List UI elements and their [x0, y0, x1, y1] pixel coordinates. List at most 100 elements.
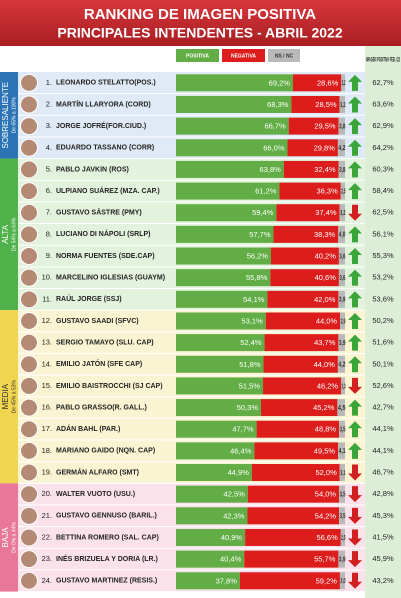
trend-arrow-up	[348, 421, 362, 438]
bar-segment	[267, 290, 339, 308]
value-label: 53,1%	[241, 316, 263, 325]
value-label: 56,6%	[316, 533, 338, 542]
bar-segment	[337, 355, 345, 373]
value-label: 40,9%	[221, 533, 243, 542]
bar-segment	[247, 507, 340, 525]
previous-value: 52,6%	[372, 381, 394, 390]
value-label: 59,2%	[316, 576, 338, 585]
candidate-name: GUSTAVO GENNUSO (BARIL.)	[56, 513, 157, 520]
value-label: 3,9	[339, 297, 346, 304]
bar-segment	[287, 139, 338, 157]
candidate-name: INÉS BRIZUELA Y DORIA (LR.)	[56, 554, 158, 563]
bar-segment	[283, 160, 339, 178]
rank: 12.	[42, 316, 52, 325]
value-label: 3,5	[340, 427, 346, 434]
value-label: 40,2%	[315, 252, 337, 261]
rank: 6.	[46, 186, 52, 195]
bar-segment	[176, 442, 255, 460]
rank: 24.	[42, 576, 52, 585]
previous-value: 50,2%	[372, 316, 394, 325]
value-label: 66,7%	[264, 122, 286, 131]
bar-segment	[291, 95, 340, 113]
photo	[20, 138, 38, 157]
value-label: 3,6	[339, 275, 345, 282]
candidate-name: MARCELINO IGLESIAS (GUAYM)	[56, 275, 165, 282]
value-label: 69,2%	[269, 78, 291, 87]
header-background	[0, 0, 401, 46]
trend-arrow-up	[348, 74, 362, 91]
bar-segment	[270, 247, 339, 265]
bar-segment	[176, 290, 268, 308]
bar-segment	[239, 572, 340, 590]
trend-arrow-down	[348, 464, 362, 481]
value-label: 2,3	[342, 383, 346, 390]
value-label: 49,5%	[314, 446, 336, 455]
candidate-name: PABLO JAVKIN (ROS)	[56, 166, 129, 173]
value-label: 56,2%	[247, 252, 269, 261]
group-range: De 65% a 100%	[11, 97, 17, 134]
value-label: 42,0%	[314, 295, 336, 304]
value-label: 51,8%	[239, 360, 261, 369]
bar-segment	[338, 290, 345, 308]
previous-value: 43,2%	[372, 576, 394, 585]
candidate-name: NORMA FUENTES (SDE.CAP)	[56, 253, 155, 260]
photo	[20, 463, 38, 482]
bar-segment	[339, 95, 345, 113]
bar-segment	[341, 74, 345, 92]
bar-segment	[338, 225, 345, 243]
value-label: 29,8%	[314, 143, 336, 152]
previous-value: 63,6%	[372, 99, 394, 108]
bar-segment	[338, 442, 345, 460]
value-label: 37,4%	[315, 208, 337, 217]
trend-arrow-up	[348, 291, 362, 308]
value-label: 3,8	[339, 167, 345, 174]
photo	[20, 95, 38, 114]
trend-arrow-down	[348, 507, 362, 524]
value-label: 55,7%	[314, 555, 336, 564]
value-label: 42,3%	[223, 511, 245, 520]
bar-segment	[264, 334, 339, 352]
rank: 11.	[42, 294, 52, 303]
bar-segment	[338, 247, 345, 265]
candidate-name: PABLO GRASSO(R. GALL.)	[56, 404, 147, 411]
photo	[20, 247, 38, 266]
candidate-name: EMILIO JATÓN (SFE CAP)	[56, 359, 142, 368]
bar-segment	[176, 74, 293, 92]
value-label: 2,5	[341, 188, 345, 195]
group-name: SOBRESALIENTE	[1, 82, 10, 149]
value-label: 43,7%	[314, 338, 336, 347]
value-label: 45,2%	[313, 403, 335, 412]
bar-segment	[263, 377, 342, 395]
bar-segment	[341, 377, 345, 395]
value-label: 28,5%	[315, 100, 337, 109]
value-label: 63,8%	[260, 165, 282, 174]
chart-title: RANKING DE IMAGEN POSITIVA	[84, 6, 316, 23]
group-bar	[0, 310, 18, 484]
value-label: 4,2	[338, 145, 345, 152]
rank: 3.	[46, 121, 52, 130]
bar-segment	[176, 334, 265, 352]
previous-value: 50,1%	[372, 359, 394, 368]
group-range: De 0% a 44%	[11, 522, 17, 553]
rank: 7.	[46, 208, 52, 217]
trend-arrow-up	[348, 139, 362, 156]
value-label: 50,3%	[237, 403, 259, 412]
bar-segment	[176, 182, 280, 200]
legend-label: POSITIVA	[186, 53, 209, 59]
rank: 18.	[42, 446, 52, 455]
rank: 1.	[46, 78, 52, 87]
candidate-name: MARTÍN LLARYORA (CORD)	[56, 99, 151, 108]
value-label: 52,0%	[315, 468, 337, 477]
value-label: 36,3%	[316, 187, 338, 196]
candidate-name: ADÁN BAHL (PAR.)	[56, 424, 120, 433]
bar-segment	[176, 355, 264, 373]
trend-arrow-down	[348, 486, 362, 503]
bar-segment	[176, 550, 245, 568]
previous-value: 45,3%	[372, 511, 394, 520]
bar-segment	[338, 160, 345, 178]
previous-value: 41,5%	[372, 532, 394, 541]
previous-value: 42,8%	[372, 489, 394, 498]
trend-arrow-up	[348, 183, 362, 200]
bar-segment	[340, 528, 345, 546]
